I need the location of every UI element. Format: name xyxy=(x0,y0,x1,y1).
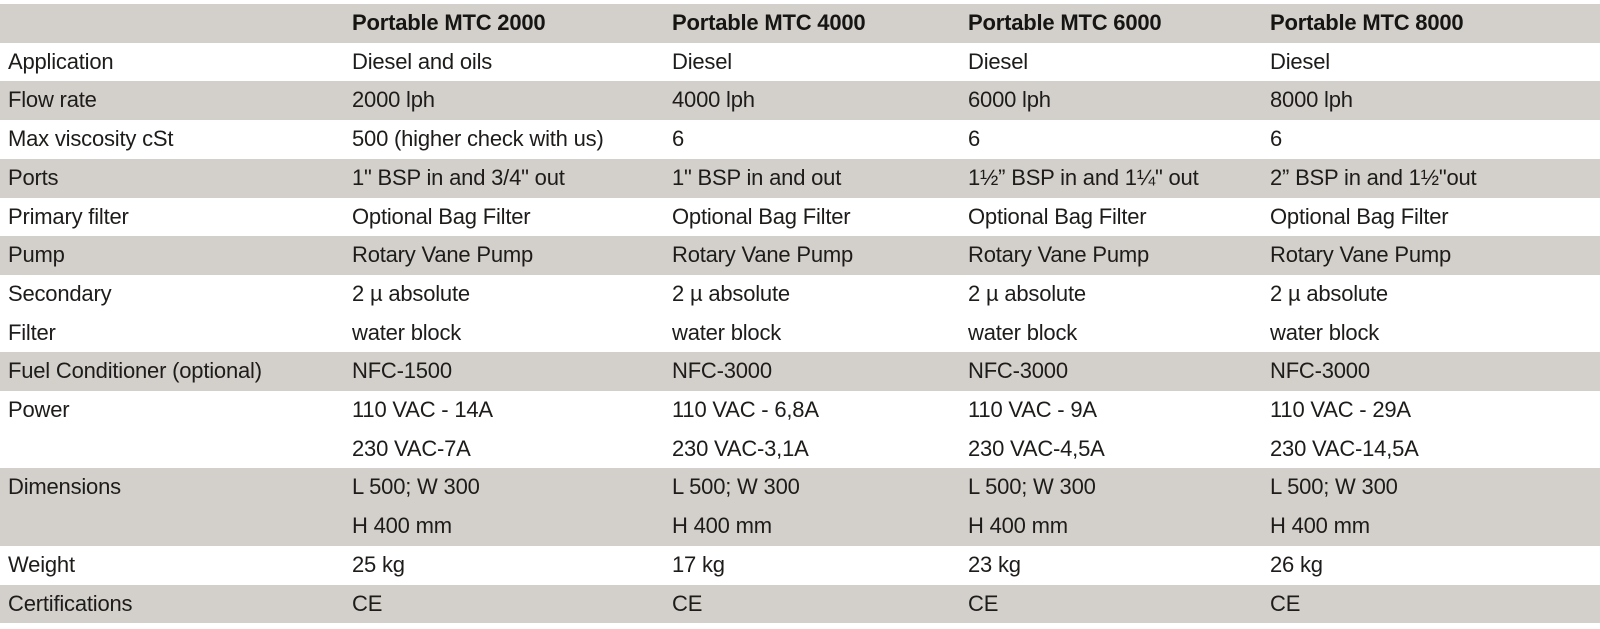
spec-cell: NFC-3000 xyxy=(968,358,1068,384)
spec-cell: Diesel xyxy=(968,48,1028,74)
spec-cell: CE xyxy=(968,590,999,616)
spec-cell: L 500; W 300 H 400 mm xyxy=(672,474,800,539)
header-empty-cell xyxy=(0,4,352,43)
spec-cell: 6 xyxy=(968,126,981,152)
spec-cell: NFC-3000 xyxy=(1270,358,1370,384)
table-row-max-viscosity: Max viscosity cSt 500 (higher check with… xyxy=(0,120,1600,159)
spec-cell: 23 kg xyxy=(968,551,1021,577)
table-row-primary-filter: Primary filter Optional Bag Filter Optio… xyxy=(0,198,1600,237)
spec-cell: 26 kg xyxy=(1270,551,1323,577)
spec-cell: 6 xyxy=(1270,126,1283,152)
table-row-weight: Weight 25 kg 17 kg 23 kg 26 kg xyxy=(0,546,1600,585)
row-label: Secondary Filter xyxy=(8,280,112,345)
spec-cell: 8000 lph xyxy=(1270,87,1353,113)
row-label: Ports xyxy=(8,164,59,190)
column-header-mtc-2000: Portable MTC 2000 xyxy=(352,10,546,35)
row-label: Power xyxy=(8,397,70,423)
row-label: Dimensions xyxy=(8,474,121,500)
spec-cell: Optional Bag Filter xyxy=(1270,203,1449,229)
spec-cell: Diesel and oils xyxy=(352,48,493,74)
spec-cell: 2000 lph xyxy=(352,87,435,113)
spec-cell: 110 VAC - 29A 230 VAC-14,5A xyxy=(1270,397,1419,461)
spec-cell: 17 kg xyxy=(672,551,725,577)
spec-cell: L 500; W 300 H 400 mm xyxy=(352,474,480,539)
table-row-power: Power 110 VAC - 14A 230 VAC-7A 110 VAC -… xyxy=(0,391,1600,468)
table-row-certifications: Certifications CE CE CE CE xyxy=(0,584,1600,624)
spec-cell: 110 VAC - 9A 230 VAC-4,5A xyxy=(968,397,1105,461)
spec-cell: Rotary Vane Pump xyxy=(968,242,1150,268)
spec-cell: Diesel xyxy=(672,48,732,74)
spec-cell: Optional Bag Filter xyxy=(968,203,1147,229)
row-label: Fuel Conditioner (optional) xyxy=(8,358,262,384)
spec-cell: 2 µ absolute water block xyxy=(672,280,790,345)
spec-cell: 2 µ absolute water block xyxy=(968,280,1086,345)
table-row-flow-rate: Flow rate 2000 lph 4000 lph 6000 lph 800… xyxy=(0,81,1600,121)
spec-cell: CE xyxy=(672,590,703,616)
spec-cell: L 500; W 300 H 400 mm xyxy=(1270,474,1398,539)
row-label: Certifications xyxy=(8,590,133,616)
spec-cell: CE xyxy=(1270,590,1301,616)
table-row-secondary-filter: Secondary Filter 2 µ absolute water bloc… xyxy=(0,275,1600,352)
row-label: Flow rate xyxy=(8,87,97,113)
table-header-row: Portable MTC 2000 Portable MTC 4000 Port… xyxy=(0,4,1600,43)
spec-cell: 6 xyxy=(672,126,685,152)
spec-cell: Rotary Vane Pump xyxy=(672,242,854,268)
table-row-fuel-conditioner: Fuel Conditioner (optional) NFC-1500 NFC… xyxy=(0,352,1600,392)
spec-cell: NFC-1500 xyxy=(352,358,452,384)
table-row-application: Application Diesel and oils Diesel Diese… xyxy=(0,43,1600,82)
table-row-dimensions: Dimensions L 500; W 300 H 400 mm L 500; … xyxy=(0,468,1600,546)
spec-cell: Optional Bag Filter xyxy=(672,203,851,229)
spec-cell: 2 µ absolute water block xyxy=(352,280,470,345)
column-header-mtc-4000: Portable MTC 4000 xyxy=(672,10,866,35)
spec-cell: 110 VAC - 6,8A 230 VAC-3,1A xyxy=(672,397,819,461)
spec-cell: Optional Bag Filter xyxy=(352,203,531,229)
column-header-mtc-6000: Portable MTC 6000 xyxy=(968,10,1162,35)
spec-cell: 6000 lph xyxy=(968,87,1051,113)
spec-cell: 4000 lph xyxy=(672,87,755,113)
spec-cell: Diesel xyxy=(1270,48,1330,74)
spec-cell: 500 (higher check with us) xyxy=(352,126,604,152)
column-header-mtc-8000: Portable MTC 8000 xyxy=(1270,10,1464,35)
spec-cell: Rotary Vane Pump xyxy=(1270,242,1452,268)
row-label: Max viscosity cSt xyxy=(8,126,174,152)
spec-cell: CE xyxy=(352,590,383,616)
spec-cell: NFC-3000 xyxy=(672,358,772,384)
spec-cell: 2 µ absolute water block xyxy=(1270,280,1388,345)
table-row-ports: Ports 1" BSP in and 3/4" out 1" BSP in a… xyxy=(0,158,1600,198)
spec-cell: 25 kg xyxy=(352,551,405,577)
row-label: Application xyxy=(8,48,114,74)
spec-cell: 1" BSP in and out xyxy=(672,164,842,190)
table-row-pump: Pump Rotary Vane Pump Rotary Vane Pump R… xyxy=(0,236,1600,275)
spec-cell: 1½” BSP in and 1¼" out xyxy=(968,164,1199,190)
spec-cell: L 500; W 300 H 400 mm xyxy=(968,474,1096,539)
spec-cell: 2” BSP in and 1½"out xyxy=(1270,164,1477,190)
spec-table: Portable MTC 2000 Portable MTC 4000 Port… xyxy=(0,4,1600,624)
spec-cell: 110 VAC - 14A 230 VAC-7A xyxy=(352,397,493,461)
spec-cell: 1" BSP in and 3/4" out xyxy=(352,164,565,190)
row-label: Pump xyxy=(8,242,65,268)
spec-cell: Rotary Vane Pump xyxy=(352,242,534,268)
row-label: Weight xyxy=(8,551,75,577)
row-label: Primary filter xyxy=(8,203,129,229)
